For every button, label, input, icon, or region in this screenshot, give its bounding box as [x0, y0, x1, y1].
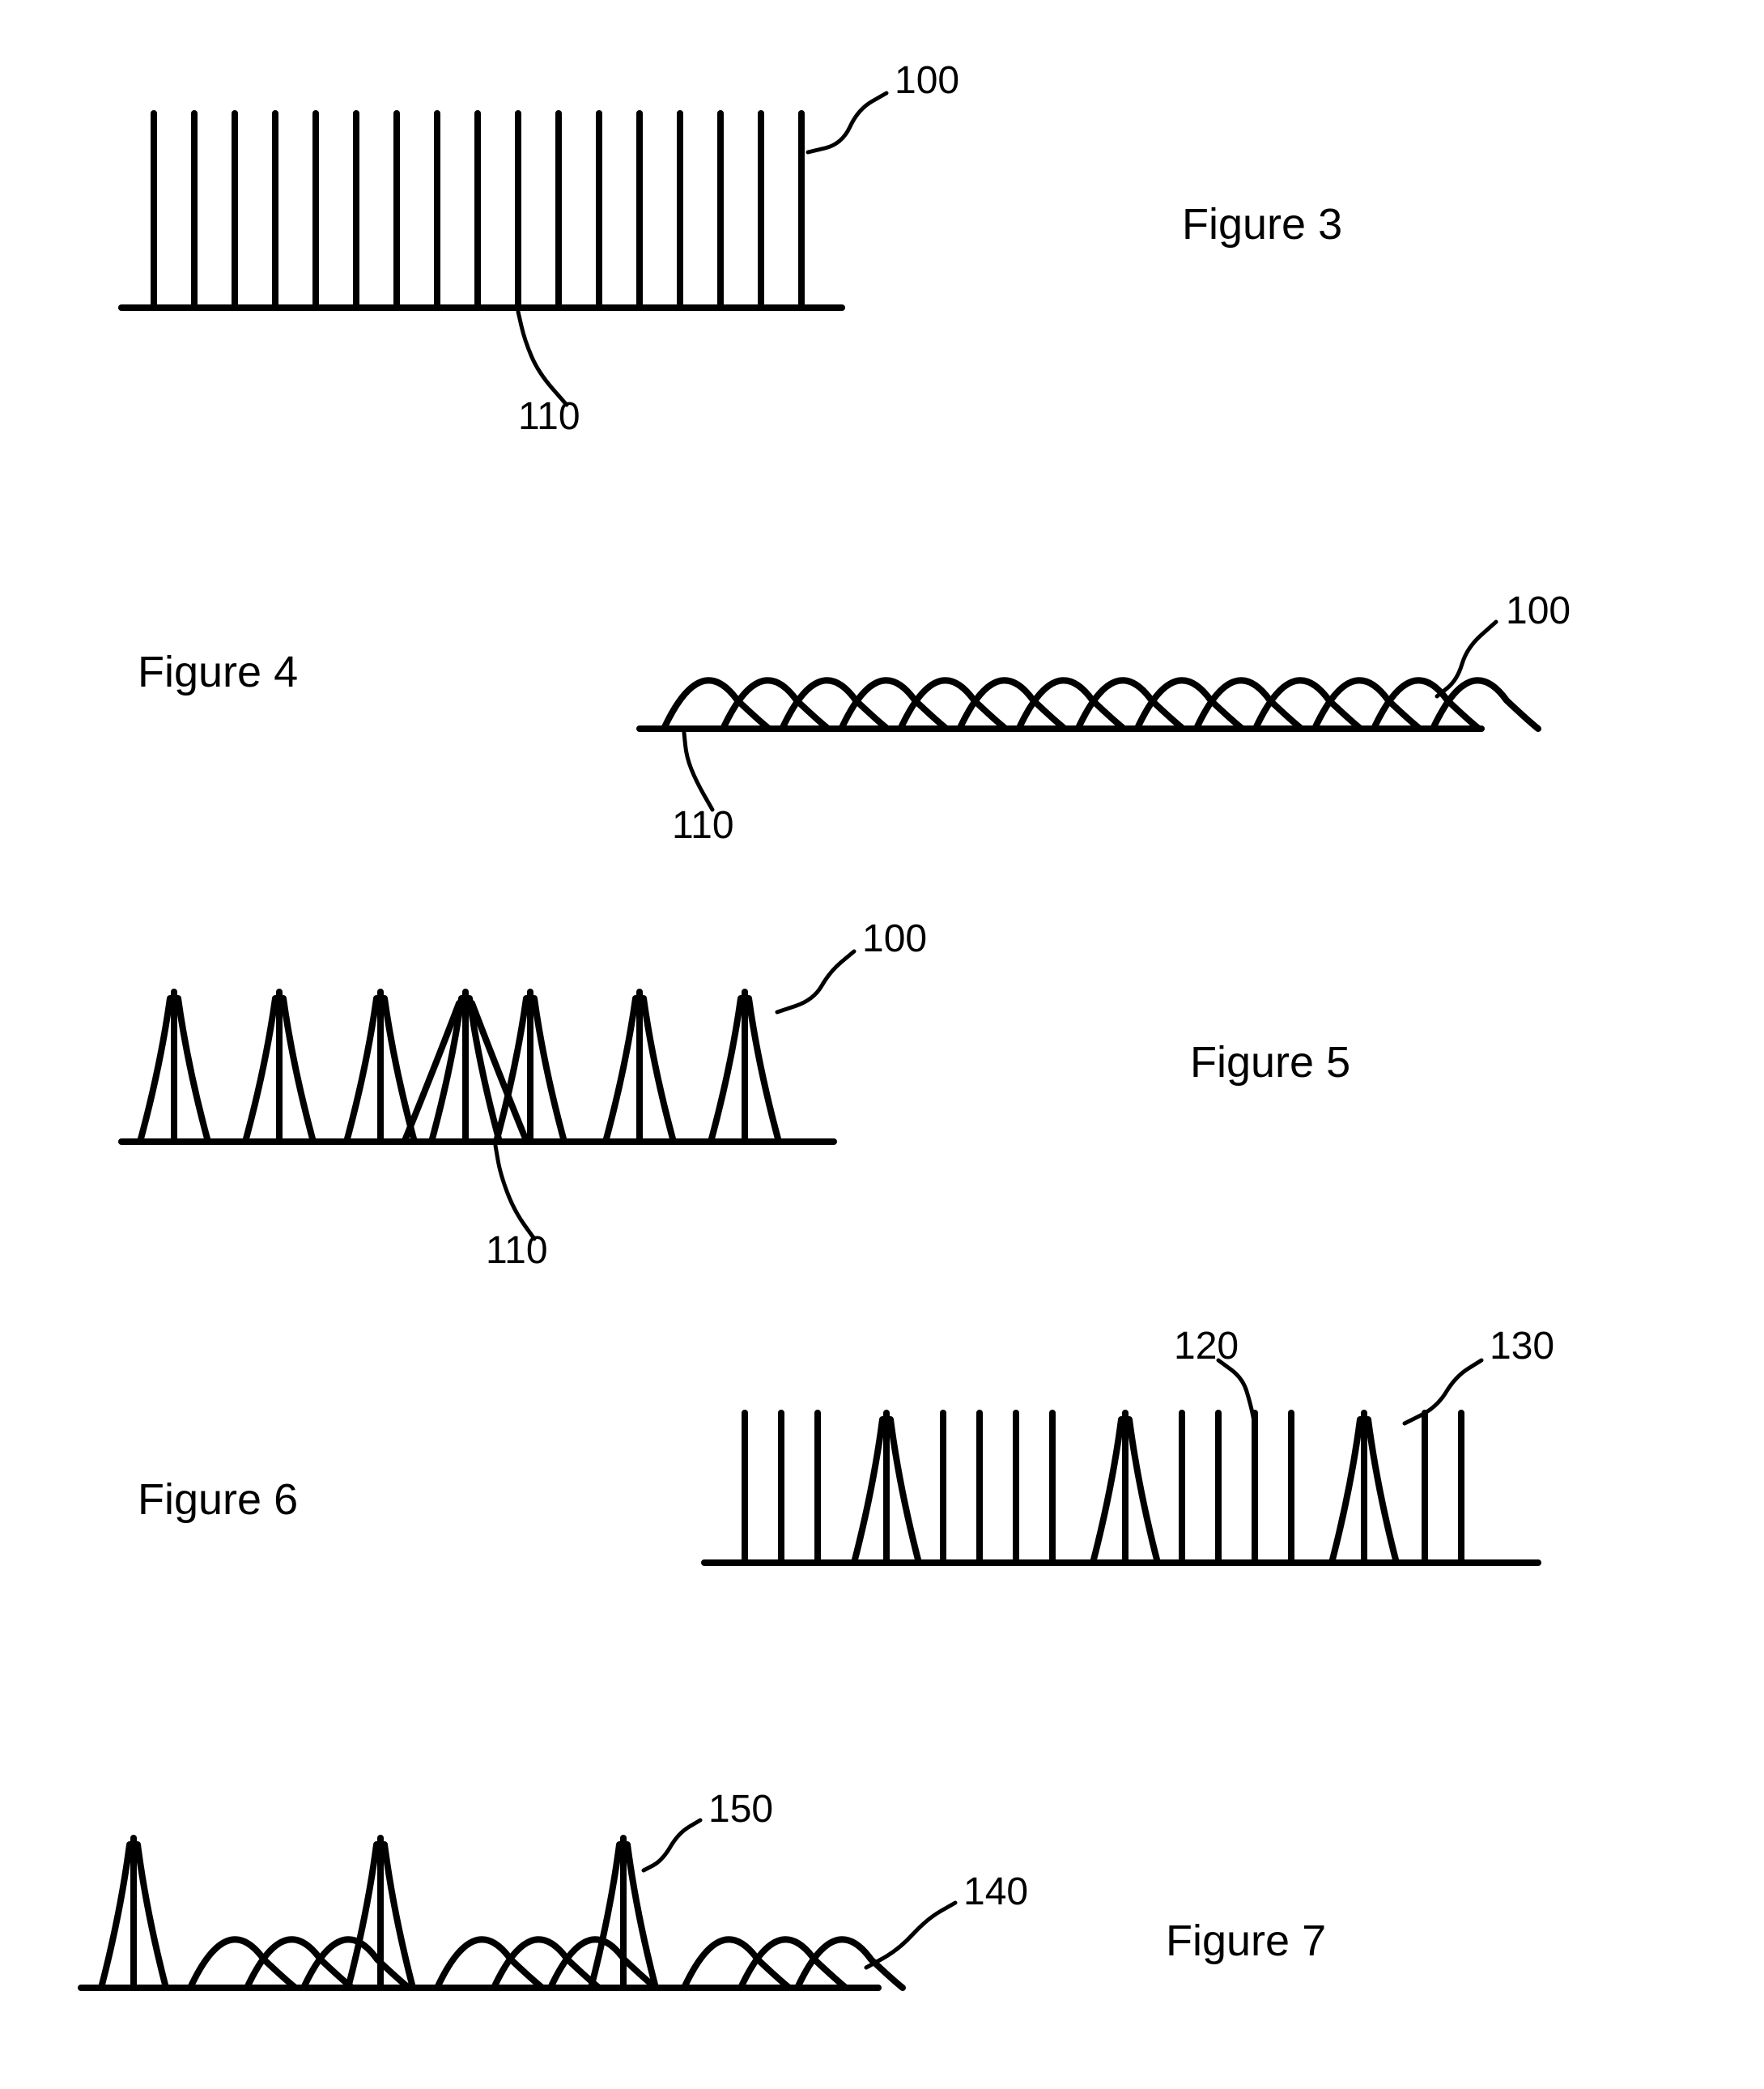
- tuft-left: [1332, 1419, 1360, 1563]
- fig7-leader-140: [866, 1903, 955, 1968]
- tuft-right: [178, 998, 208, 1142]
- fig3-leader-110: [518, 312, 567, 405]
- fig7-ref-150: 150: [708, 1788, 773, 1831]
- tuft-left: [245, 998, 275, 1142]
- figure-7: [81, 1838, 903, 1988]
- fig3-label: Figure 3: [1182, 200, 1342, 249]
- tuft-left: [101, 1844, 130, 1988]
- tuft-right: [749, 998, 779, 1142]
- tuft-left: [140, 998, 170, 1142]
- fig3-leader-100: [808, 93, 886, 152]
- fig6-leader-130: [1405, 1360, 1481, 1423]
- tuft-left: [711, 998, 741, 1142]
- fig3-ref-100: 100: [895, 59, 959, 102]
- figure-4: [640, 680, 1538, 729]
- figure-5: [121, 992, 834, 1142]
- fig6-label: Figure 6: [138, 1475, 298, 1524]
- arc: [797, 1939, 903, 1988]
- tuft-right: [644, 998, 674, 1142]
- fig5-label: Figure 5: [1190, 1038, 1350, 1087]
- fig7-leader-150: [644, 1820, 700, 1870]
- tuft-left: [1093, 1419, 1121, 1563]
- fig4-ref-110: 110: [672, 804, 734, 847]
- figure-3: [121, 113, 842, 308]
- tuft-left: [591, 1844, 619, 1988]
- tuft-right: [283, 998, 313, 1142]
- fig5-leader-100: [777, 951, 854, 1012]
- fig6-ref-130: 130: [1490, 1325, 1554, 1368]
- fig7-ref-140: 140: [963, 1870, 1028, 1913]
- tuft-right: [138, 1844, 166, 1988]
- fig3-ref-110: 110: [518, 395, 580, 438]
- fig5-ref-100: 100: [862, 917, 927, 960]
- fig4-leader-110: [684, 733, 712, 810]
- fig4-label: Figure 4: [138, 648, 298, 696]
- fig7-label: Figure 7: [1166, 1917, 1326, 1965]
- fig5-ref-110: 110: [486, 1229, 548, 1272]
- tuft-right: [1129, 1419, 1158, 1563]
- tuft-right: [1368, 1419, 1396, 1563]
- fig5-leader-110: [495, 1146, 534, 1239]
- tuft-left: [606, 998, 635, 1142]
- tuft-left: [346, 998, 376, 1142]
- fig6-leader-120: [1218, 1360, 1255, 1425]
- tuft-left: [348, 1844, 376, 1988]
- tuft-right: [534, 998, 564, 1142]
- figure-6: [704, 1413, 1538, 1563]
- fig6-ref-120: 120: [1174, 1325, 1239, 1368]
- tuft-left: [854, 1419, 882, 1563]
- tuft-right: [891, 1419, 919, 1563]
- fig4-ref-100: 100: [1506, 589, 1571, 632]
